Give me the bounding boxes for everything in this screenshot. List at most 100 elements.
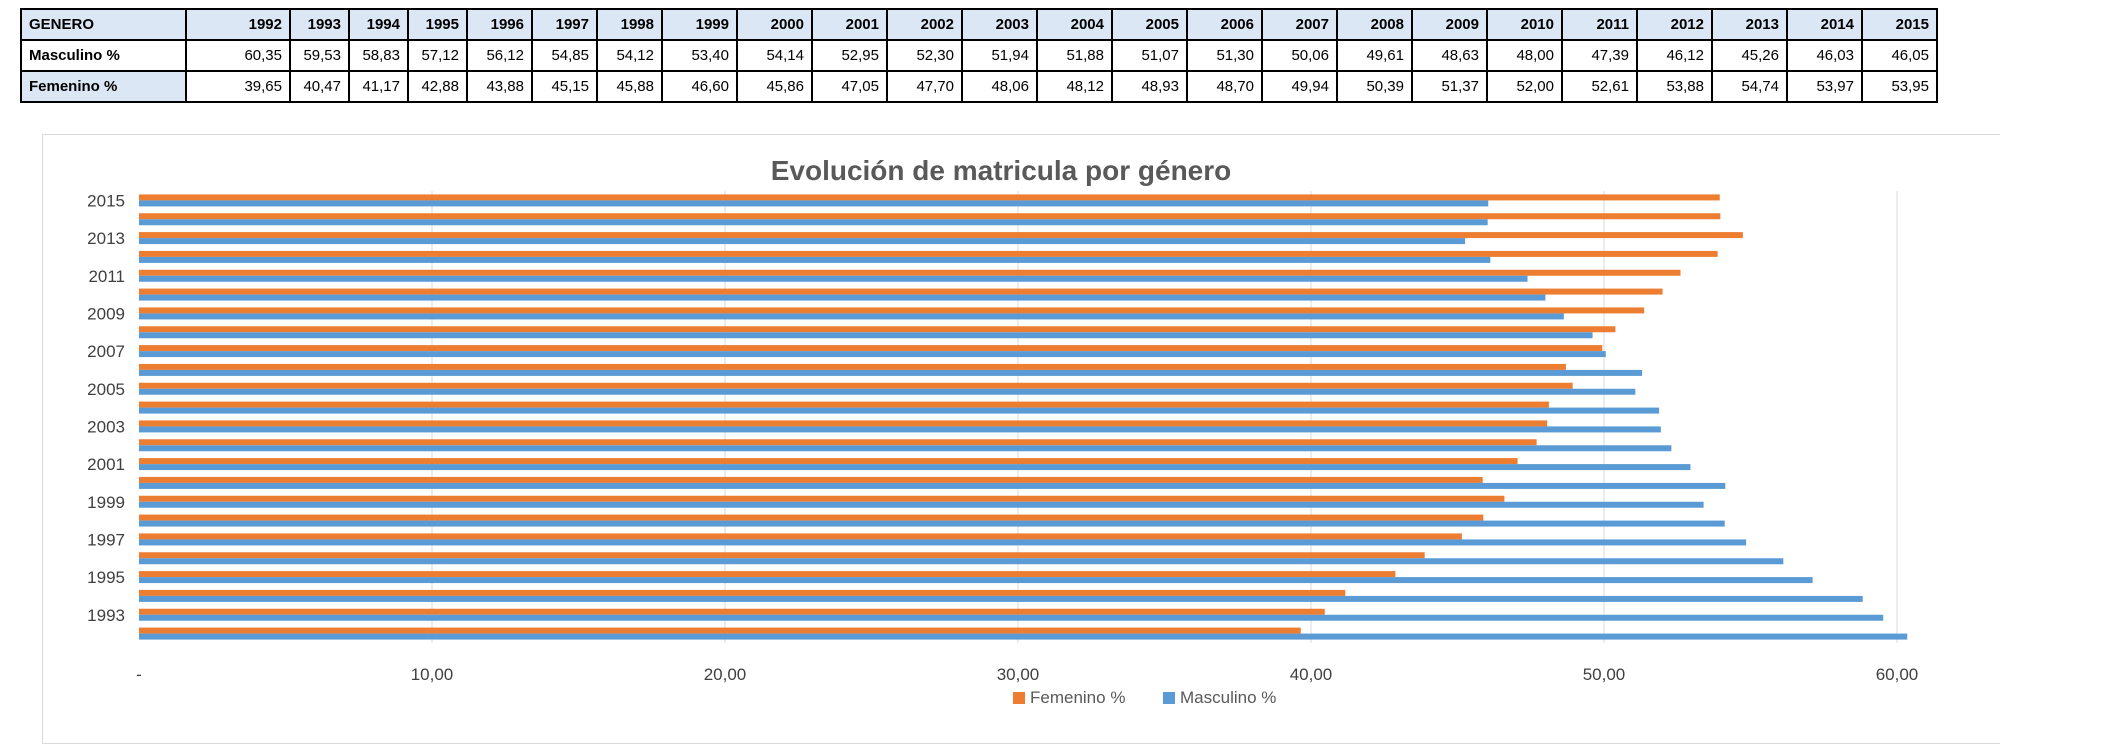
bar-femenino-1999 <box>139 495 1505 502</box>
y-tick-label: 2011 <box>88 267 125 286</box>
bar-masculino-2004 <box>139 407 1660 414</box>
bar-femenino-2014 <box>139 213 1721 220</box>
bar-masculino-2005 <box>139 388 1636 395</box>
value-cell: 52,30 <box>886 39 963 72</box>
year-header-cell: 2001 <box>811 8 888 41</box>
bar-femenino-1995 <box>139 571 1396 578</box>
bar-femenino-2013 <box>139 232 1743 239</box>
y-tick-label: 2003 <box>87 417 125 436</box>
value-cell: 45,15 <box>531 70 598 103</box>
bar-masculino-2000 <box>139 482 1726 489</box>
x-tick-label: 20,00 <box>704 665 747 684</box>
bar-masculino-1995 <box>139 577 1813 584</box>
chart-title: Evolución de matricula por género <box>771 155 1232 186</box>
year-header-cell: 1996 <box>466 8 533 41</box>
value-cell: 42,88 <box>407 70 468 103</box>
value-cell: 50,06 <box>1261 39 1338 72</box>
bar-femenino-2015 <box>139 194 1720 201</box>
legend-label: Masculino % <box>1180 688 1276 707</box>
year-header-cell: 2002 <box>886 8 963 41</box>
bar-masculino-2002 <box>139 445 1672 452</box>
value-cell: 57,12 <box>407 39 468 72</box>
year-header-cell: 2013 <box>1711 8 1788 41</box>
gridlines <box>431 191 1898 643</box>
value-cell: 49,94 <box>1261 70 1338 103</box>
year-header-cell: 1997 <box>531 8 598 41</box>
bar-chart: Evolución de matricula por género 199319… <box>87 155 1918 707</box>
table-header-row: GENERO 1992 1993 1994 1995 1996 1997 1998 1999 20… <box>20 8 1938 41</box>
bar-masculino-2013 <box>139 238 1466 245</box>
bar-femenino-2012 <box>139 250 1718 257</box>
year-header-cell: 2003 <box>961 8 1038 41</box>
y-tick-label: 1995 <box>87 568 125 587</box>
bar-femenino-1993 <box>139 608 1325 615</box>
value-cell: 41,17 <box>348 70 409 103</box>
bar-masculino-2009 <box>139 313 1564 320</box>
value-cell: 47,70 <box>886 70 963 103</box>
year-header-cell: 2011 <box>1561 8 1638 41</box>
year-header-cell: 1992 <box>185 8 291 41</box>
year-header-cell: 1998 <box>596 8 663 41</box>
year-header-cell: 2014 <box>1786 8 1863 41</box>
bar-femenino-2003 <box>139 420 1548 427</box>
value-cell: 51,37 <box>1411 70 1488 103</box>
bar-femenino-2004 <box>139 401 1549 408</box>
value-cell: 48,12 <box>1036 70 1113 103</box>
value-cell: 54,12 <box>596 39 663 72</box>
y-tick-label: 2013 <box>87 229 125 248</box>
value-cell: 49,61 <box>1336 39 1413 72</box>
value-cell: 52,00 <box>1486 70 1563 103</box>
y-tick-label: 2001 <box>87 455 125 474</box>
x-tick-label: 40,00 <box>1290 665 1333 684</box>
year-header-cell: 2006 <box>1186 8 1263 41</box>
year-header-cell: 2008 <box>1336 8 1413 41</box>
bar-masculino-2011 <box>139 275 1528 282</box>
y-tick-label: 1997 <box>87 530 125 549</box>
value-cell: 51,94 <box>961 39 1038 72</box>
bar-masculino-1999 <box>139 501 1704 508</box>
value-cell: 54,74 <box>1711 70 1788 103</box>
bar-masculino-2003 <box>139 426 1661 433</box>
year-header-cell: 2000 <box>736 8 813 41</box>
bar-femenino-1997 <box>139 533 1462 540</box>
value-cell: 46,03 <box>1786 39 1863 72</box>
y-tick-label: 2007 <box>87 342 125 361</box>
table-row: Femenino % 39,65 40,47 41,17 42,88 43,88 45,15… <box>20 70 1938 103</box>
bar-masculino-2014 <box>139 219 1488 226</box>
bar-masculino-2007 <box>139 351 1606 358</box>
year-header-cell: 1999 <box>661 8 738 41</box>
value-cell: 45,86 <box>736 70 813 103</box>
y-tick-label: 2015 <box>87 191 125 210</box>
y-tick-label: 2009 <box>87 304 125 323</box>
year-header-cell: 2005 <box>1111 8 1188 41</box>
value-cell: 48,70 <box>1186 70 1263 103</box>
table-header-label: GENERO <box>20 8 187 41</box>
y-tick-label: 2005 <box>87 380 125 399</box>
year-header-cell: 2010 <box>1486 8 1563 41</box>
year-header-cell: 2015 <box>1861 8 1938 41</box>
value-cell: 48,00 <box>1486 39 1563 72</box>
value-cell: 45,88 <box>596 70 663 103</box>
value-cell: 52,61 <box>1561 70 1638 103</box>
value-cell: 60,35 <box>185 39 291 72</box>
x-tick-label: 50,00 <box>1583 665 1626 684</box>
value-cell: 47,39 <box>1561 39 1638 72</box>
x-axis-labels: - 10,00 20,00 30,00 40,00 50,00 60,00 <box>136 665 1918 684</box>
bar-masculino-2012 <box>139 256 1491 263</box>
legend-swatch <box>1013 692 1025 704</box>
x-tick-label: 30,00 <box>997 665 1040 684</box>
value-cell: 54,85 <box>531 39 598 72</box>
value-cell: 48,06 <box>961 70 1038 103</box>
value-cell: 53,88 <box>1636 70 1713 103</box>
bar-masculino-2010 <box>139 294 1546 301</box>
bar-masculino-1998 <box>139 520 1725 527</box>
value-cell: 54,14 <box>736 39 813 72</box>
bar-masculino-1992 <box>139 633 1908 640</box>
bar-femenino-2008 <box>139 326 1616 333</box>
bar-masculino-2015 <box>139 200 1489 207</box>
bar-femenino-2002 <box>139 439 1537 446</box>
bar-femenino-1998 <box>139 514 1484 521</box>
x-tick-label: 60,00 <box>1876 665 1919 684</box>
value-cell: 50,39 <box>1336 70 1413 103</box>
bar-masculino-2001 <box>139 464 1691 471</box>
